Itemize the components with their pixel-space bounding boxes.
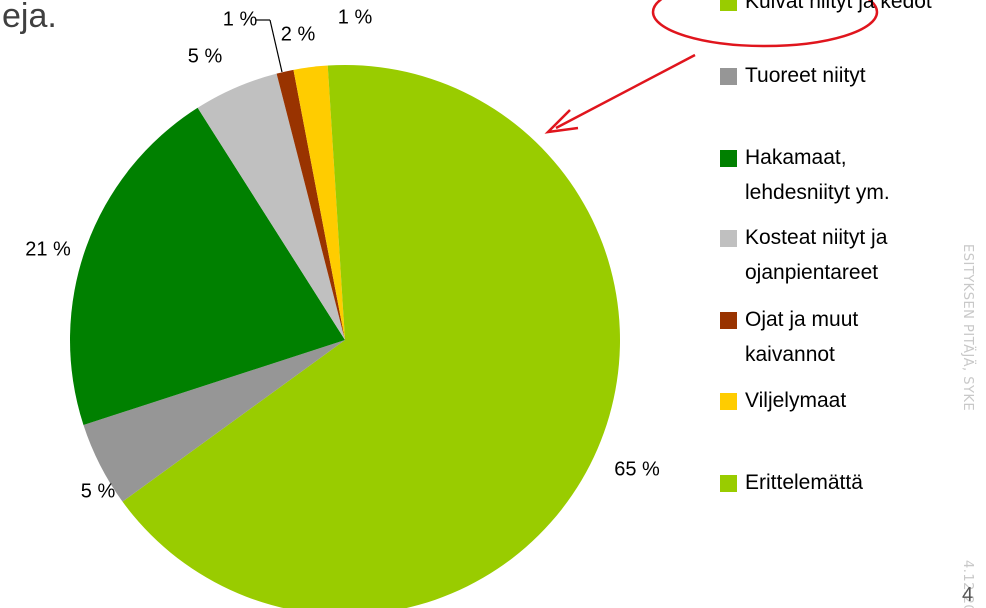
heading: eja.: [2, 0, 57, 35]
pie-slice: [122, 65, 620, 608]
pie-slice: [276, 69, 345, 341]
data-label: 21 %: [25, 238, 71, 260]
legend-swatch: [720, 393, 737, 410]
arrow-head: [544, 109, 579, 134]
legend-swatch: [720, 150, 737, 167]
pie-slice: [293, 65, 345, 340]
legend-label: Viljelymaat: [745, 389, 847, 412]
data-label: 1 %: [338, 6, 373, 28]
pie-slice: [83, 340, 345, 502]
legend-item: Ojat ja muut kaivannot: [720, 302, 952, 372]
presenter: ESITYKSEN PITÄJÄ, SYKE: [960, 244, 975, 412]
arrow: [555, 53, 696, 130]
pie-slice: [69, 107, 345, 425]
legend-swatch: [720, 0, 737, 11]
highlight-ellipse: [651, 0, 879, 48]
pie-slice: [327, 65, 345, 340]
data-label: 5 %: [188, 45, 223, 67]
legend-label: Erittelemättä: [745, 471, 863, 494]
legend-label: Hakamaat, lehdesniityt ym.: [745, 146, 890, 204]
legend-label: Kuivat niityt ja kedot: [745, 0, 932, 13]
legend-swatch: [720, 68, 737, 85]
page-number: 4: [962, 584, 974, 606]
data-label: 5 %: [81, 480, 116, 502]
legend-swatch: [720, 312, 737, 329]
data-label: 1 %: [223, 8, 258, 30]
legend-label: Tuoreet niityt: [745, 64, 866, 87]
legend-swatch: [720, 475, 737, 492]
pie: [69, 65, 620, 608]
legend-item: Hakamaat, lehdesniityt ym.: [720, 140, 952, 210]
legend-item: Viljelymaat: [720, 383, 952, 418]
leader-line: [269, 19, 283, 73]
legend-label: Ojat ja muut kaivannot: [745, 308, 859, 366]
data-label: 65 %: [614, 458, 660, 480]
data-label: 2 %: [281, 23, 316, 45]
data-labels: 65 %5 %21 %5 %1 %2 %1 %: [25, 6, 660, 502]
legend-item: Erittelemättä: [720, 465, 952, 500]
legend-swatch: [720, 230, 737, 247]
legend-item: Tuoreet niityt: [720, 58, 952, 93]
legend-item: Kosteat niityt ja ojanpientareet: [720, 220, 952, 290]
pie-slice: [197, 73, 345, 340]
legend-item: Kuivat niityt ja kedot: [720, 0, 952, 19]
legend-label: Kosteat niityt ja ojanpientareet: [745, 226, 888, 284]
